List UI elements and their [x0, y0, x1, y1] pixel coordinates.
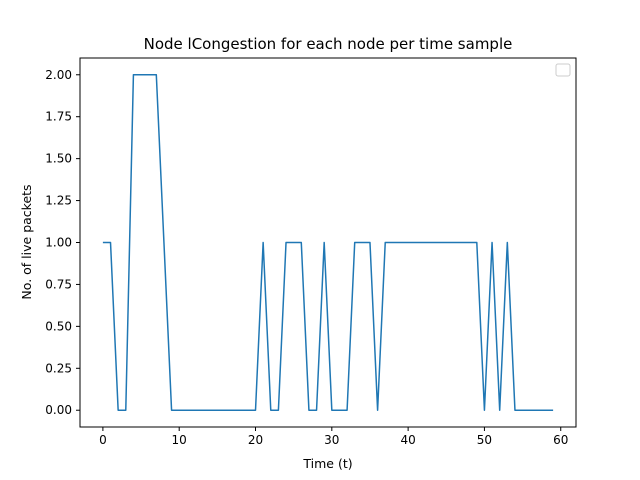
y-axis: 0.00 0.25 0.50 0.75 1.00 1.25 1.50 1.75 2.00: [45, 68, 80, 417]
x-tick-label: 10: [172, 433, 187, 447]
x-axis: 0 10 20 30 40 50 60: [99, 427, 568, 447]
x-tick-label: 30: [324, 433, 339, 447]
y-tick-label: 2.00: [45, 68, 72, 82]
series-group: [102, 74, 554, 411]
series-line: [102, 74, 554, 411]
x-tick-label: 60: [553, 433, 568, 447]
x-axis-label: Time (t): [302, 456, 352, 471]
y-axis-label: No. of live packets: [19, 184, 34, 299]
y-tick-label: 0.00: [45, 403, 72, 417]
x-tick-label: 50: [477, 433, 492, 447]
y-tick-label: 1.25: [45, 194, 72, 208]
x-tick-label: 0: [99, 433, 107, 447]
x-tick-label: 20: [248, 433, 263, 447]
legend: [555, 63, 571, 77]
y-tick-label: 1.75: [45, 110, 72, 124]
chart-title: Node lCongestion for each node per time …: [144, 35, 513, 53]
x-tick-label: 40: [400, 433, 415, 447]
y-tick-label: 0.25: [45, 361, 72, 375]
y-tick-label: 1.50: [45, 152, 72, 166]
y-tick-label: 0.75: [45, 277, 72, 291]
y-tick-label: 1.00: [45, 236, 72, 250]
y-tick-label: 0.50: [45, 319, 72, 333]
